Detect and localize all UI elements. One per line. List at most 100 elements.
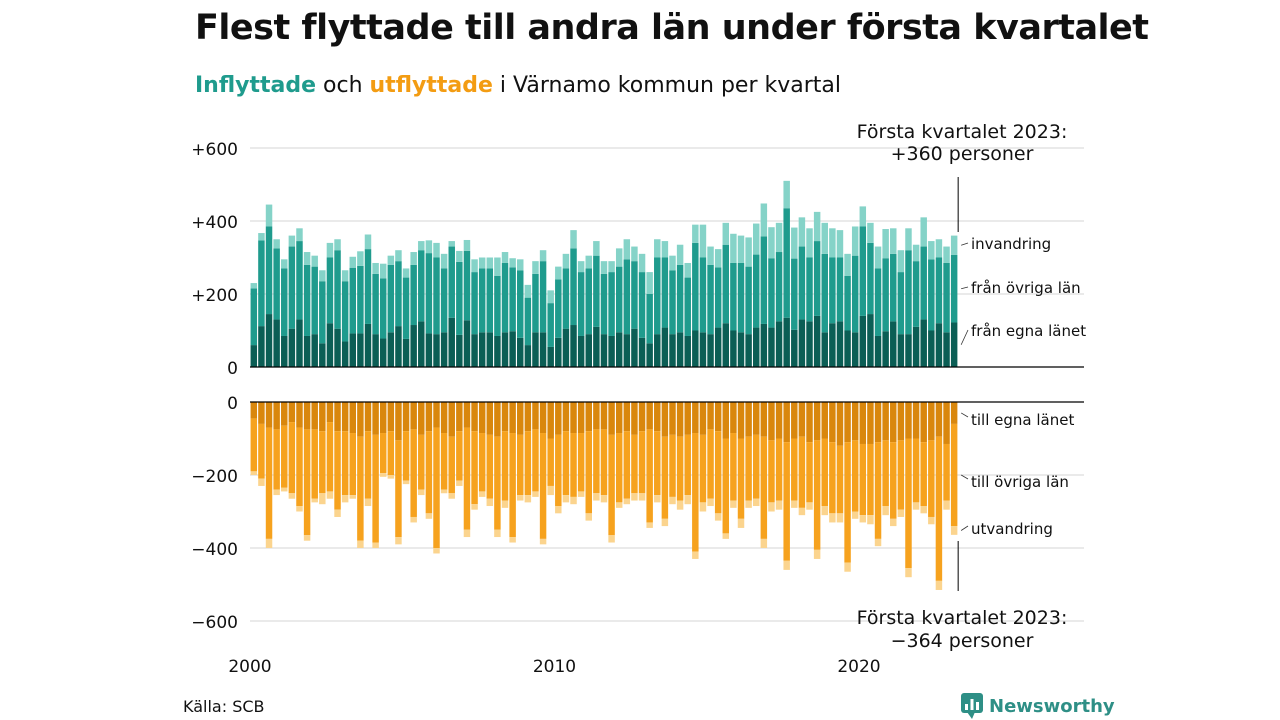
outflow-emigration-bar [737,518,745,528]
outflow-emigration-bar [524,495,532,503]
inflow-immigration-bar [707,246,714,265]
inflow-other-counties-bar [585,268,592,335]
inflow-immigration-bar [448,241,455,247]
inflow-own-county-bar [920,319,927,367]
inflow-immigration-bar [935,239,943,258]
inflow-immigration-bar [745,237,752,267]
outflow-emigration-bar [836,513,844,523]
outflow-emigration-bar [387,475,395,479]
inflow-other-counties-bar [791,258,798,330]
outflow-other-counties-bar [319,431,326,494]
outflow-own-county-bar [517,402,524,435]
inflow-other-counties-bar [836,257,844,322]
inflow-own-county-bar [539,332,547,367]
outflow-other-counties-bar [517,434,524,496]
inflow-other-counties-bar [920,246,927,320]
inflow-own-county-bar [608,335,615,367]
outflow-own-county-bar [524,402,532,432]
series-label-leader [960,525,969,531]
outflow-own-county-bar [509,402,516,434]
outflow-emigration-bar [669,496,676,505]
outflow-emigration-bar [714,513,722,521]
outflow-own-county-bar [341,402,349,432]
inflow-other-counties-bar [730,262,737,331]
inflow-immigration-bar [425,240,433,254]
inflow-other-counties-bar [562,268,570,329]
inflow-own-county-bar [745,334,752,367]
outflow-emigration-bar [326,491,334,499]
inflow-immigration-bar [311,255,318,267]
inflow-own-county-bar [859,315,867,367]
outflow-own-county-bar [737,402,745,439]
inflow-own-county-bar [364,323,372,367]
outflow-own-county-bar [319,402,326,432]
outflow-own-county-bar [707,402,714,430]
outflow-own-county-bar [912,402,920,439]
outflow-own-county-bar [486,402,494,435]
outflow-own-county-bar [311,402,318,430]
outflow-emigration-bar [722,533,730,539]
outflow-other-counties-bar [669,434,676,497]
outflow-other-counties-bar [303,429,311,536]
outflow-other-counties-bar [867,443,874,516]
inflow-own-county-bar [768,327,775,367]
outflow-own-county-bar [730,402,737,434]
outflow-emigration-bar [448,493,455,499]
inflow-own-county-bar [844,330,851,367]
outflow-other-counties-bar [844,442,851,563]
label-fran-egna-lanet: från egna länet [971,322,1086,340]
outflow-emigration-bar [357,540,364,548]
inflow-immigration-bar [456,250,463,262]
outflow-emigration-bar [265,538,273,548]
outflow-own-county-bar [265,402,273,428]
outflow-emigration-bar [562,495,570,503]
outflow-other-counties-bar [258,423,265,479]
outflow-emigration-bar [577,491,585,497]
inflow-other-counties-bar [463,250,471,321]
outflow-emigration-bar [410,516,417,523]
outflow-other-counties-bar [768,440,775,503]
inflow-immigration-bar [303,252,311,265]
inflow-other-counties-bar [478,268,486,333]
outflow-own-county-bar [334,402,341,432]
inflow-other-counties-bar [775,252,783,322]
outflow-other-counties-bar [448,436,455,494]
x-tick-label: 2010 [533,657,576,677]
outflow-own-county-bar [829,402,836,443]
outflow-other-counties-bar [836,445,844,514]
outflow-emigration-bar [509,537,516,543]
outflow-other-counties-bar [851,440,859,512]
inflow-other-counties-bar [707,264,714,335]
outflow-emigration-bar [402,480,410,485]
inflow-own-county-bar [836,321,844,367]
outflow-emigration-bar [281,487,288,492]
outflow-other-counties-bar [623,431,631,499]
outflow-emigration-bar [661,518,669,527]
inflow-own-county-bar [570,325,577,367]
outflow-emigration-bar [874,538,882,547]
inflow-other-counties-bar [867,242,874,315]
inflow-other-counties-bar [798,246,806,320]
outflow-emigration-bar [486,498,494,507]
inflow-other-counties-bar [288,246,296,329]
inflow-immigration-bar [501,252,509,263]
outflow-emigration-bar [501,500,509,508]
inflow-immigration-bar [433,242,440,258]
outflow-emigration-bar [890,518,897,527]
inflow-other-counties-bar [692,242,699,331]
inflow-other-counties-bar [410,264,417,326]
outflow-emigration-bar [745,500,752,508]
inflow-own-county-bar [851,332,859,367]
inflow-own-county-bar [798,319,806,367]
outflow-other-counties-bar [539,433,547,539]
inflow-immigration-bar [555,266,562,280]
inflow-immigration-bar [928,241,935,260]
inflow-own-county-bar [897,334,905,367]
outflow-emigration-bar [813,549,821,559]
outflow-own-county-bar [273,402,280,430]
inflow-own-county-bar [821,332,828,367]
outflow-emigration-bar [821,506,828,516]
inflow-immigration-bar [478,257,486,269]
outflow-own-county-bar [349,402,357,434]
inflow-immigration-bar [471,259,478,273]
